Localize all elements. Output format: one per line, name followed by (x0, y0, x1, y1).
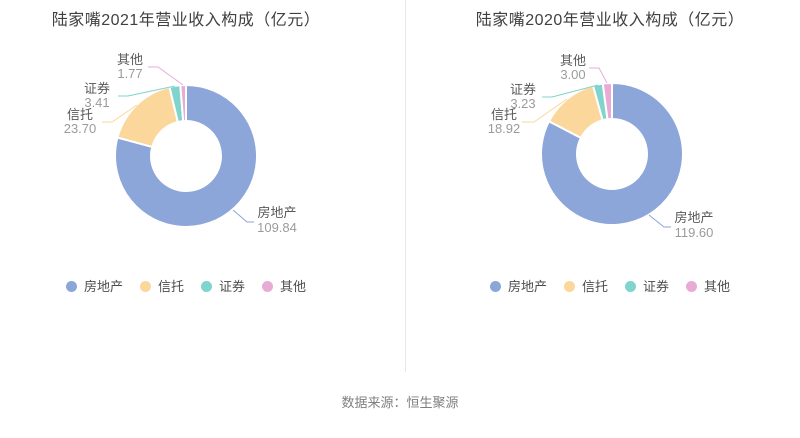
slice-label-value-other: 3.00 (560, 67, 585, 82)
pie-slice-other[interactable] (179, 83, 187, 123)
chart-panel-2020: 陆家嘴2020年营业收入构成（亿元） 房地产 119.60 信托 18.92 证券 3.2… (400, 0, 800, 372)
legend-label-real-estate: 房地产 (507, 279, 547, 294)
label-leader-line-trust (102, 104, 138, 123)
slice-label-name-other: 其他 (560, 53, 586, 68)
label-leader-line-securities (542, 84, 599, 98)
legend-item-other[interactable]: 其他 (686, 280, 730, 293)
pie-slice-real-estate[interactable] (540, 81, 684, 226)
chart-title-2021: 陆家嘴2021年营业收入构成（亿元） (51, 12, 321, 29)
legend-label-real-estate: 房地产 (83, 279, 123, 294)
panel-divider (405, 0, 406, 372)
chart-panel-2021: 陆家嘴2021年营业收入构成（亿元） 房地产 109.84 信托 23.70 证券 3.4… (0, 0, 400, 372)
label-leader-line-other (589, 67, 608, 84)
legend-marker-trust (563, 281, 575, 292)
legend-item-trust[interactable]: 信托 (139, 279, 184, 294)
legend-label-securities: 证券 (643, 279, 670, 294)
pie-slice-real-estate[interactable] (114, 83, 258, 228)
legend-marker-other (262, 281, 274, 292)
slice-label-name-real-estate: 房地产 (674, 210, 713, 225)
legend-marker-trust (139, 281, 151, 292)
slice-label-value-real-estate: 109.84 (257, 220, 297, 235)
legend-marker-real-estate (65, 281, 77, 292)
legend-item-securities[interactable]: 证券 (625, 280, 669, 293)
legend-label-other: 其他 (704, 279, 731, 294)
legend-label-other: 其他 (280, 279, 307, 294)
slice-label-value-other: 1.77 (117, 66, 142, 81)
chart-title-2020: 陆家嘴2020年营业收入构成（亿元） (475, 12, 745, 29)
slice-label-value-securities: 3.41 (84, 95, 109, 110)
slice-label-value-trust: 23.70 (64, 121, 97, 136)
legend-item-real-estate[interactable]: 房地产 (489, 279, 547, 294)
label-leader-line-trust (522, 98, 568, 123)
legend-2020: 房地产 信托 证券 其他 (410, 280, 800, 293)
legend-2021: 房地产 信托 证券 其他 (0, 280, 386, 293)
legend-marker-securities (201, 281, 212, 292)
label-leader-line-real-estate (232, 209, 254, 223)
legend-marker-real-estate (489, 281, 501, 292)
legend-label-trust: 信托 (581, 279, 608, 294)
slice-label-value-securities: 3.23 (510, 96, 535, 111)
slice-label-name-trust: 信托 (67, 107, 93, 122)
slice-label-name-securities: 证券 (84, 81, 110, 96)
slice-label-name-real-estate: 房地产 (257, 205, 296, 220)
label-leader-line-securities (118, 85, 176, 97)
pie-slice-other[interactable] (601, 81, 613, 121)
slice-label-name-securities: 证券 (510, 82, 536, 97)
legend-label-trust: 信托 (157, 279, 184, 294)
legend-item-real-estate[interactable]: 房地产 (65, 279, 123, 294)
label-leader-line-real-estate (648, 214, 671, 228)
slice-label-name-other: 其他 (117, 52, 143, 67)
slice-label-value-real-estate: 119.60 (675, 225, 714, 240)
legend-marker-securities (625, 281, 636, 292)
slice-label-value-trust: 18.92 (488, 121, 521, 136)
legend-marker-other (686, 281, 698, 292)
legend-item-other[interactable]: 其他 (262, 280, 306, 293)
legend-item-securities[interactable]: 证券 (201, 280, 245, 293)
slice-label-name-trust: 信托 (491, 107, 517, 122)
legend-label-securities: 证券 (219, 279, 246, 294)
legend-item-trust[interactable]: 信托 (563, 279, 608, 294)
data-source-note: 数据来源：恒生聚源 (341, 395, 459, 410)
label-leader-line-other (148, 66, 184, 86)
